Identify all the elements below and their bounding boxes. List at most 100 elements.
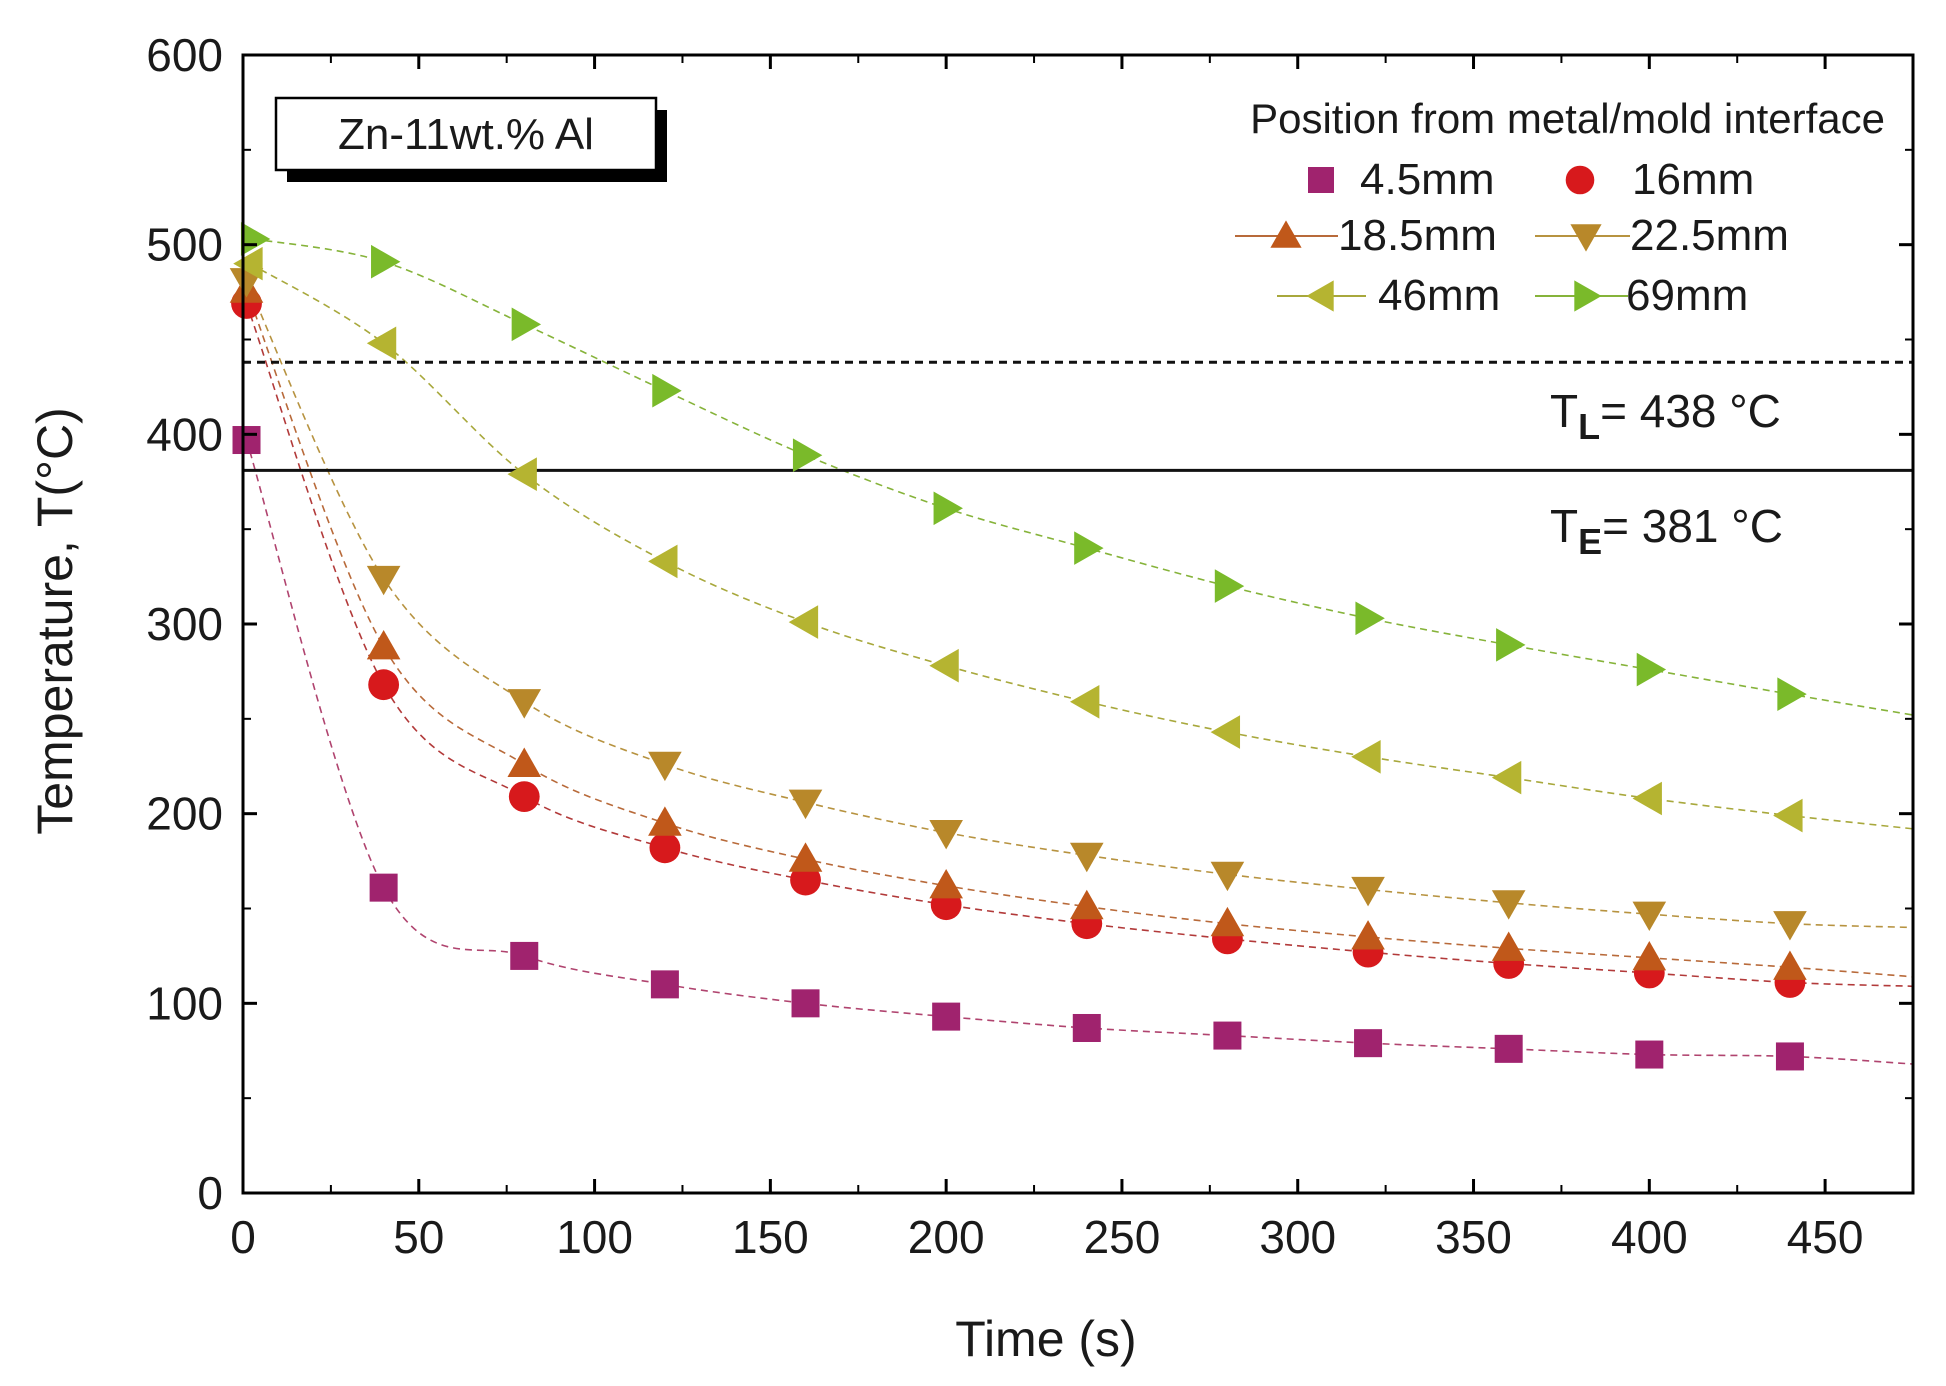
fit-curve-22.5mm bbox=[245, 280, 1914, 929]
legend-items: 4.5mm 16mm 18.5mm 22.5mm 46mm 69mm bbox=[1235, 155, 1789, 320]
point-18.5mm-9 bbox=[1491, 931, 1526, 961]
point-18.5mm-5 bbox=[929, 868, 963, 899]
point-18.5mm-4 bbox=[788, 842, 823, 872]
point-16mm-3 bbox=[649, 832, 681, 864]
legend-label-18.5mm: 18.5mm bbox=[1338, 211, 1497, 260]
point-18.5mm-1 bbox=[366, 629, 401, 660]
x-tick-label-0: 0 bbox=[230, 1211, 256, 1263]
point-16mm-1 bbox=[368, 669, 400, 701]
point-69mm-5 bbox=[933, 491, 963, 526]
point-4.5mm-4 bbox=[791, 989, 820, 1018]
point-4.5mm-11 bbox=[1775, 1042, 1804, 1071]
point-69mm-9 bbox=[1496, 628, 1526, 662]
axes: 0 50 100 150 200 250 300 350 400 450 0 100 200 300 400… bbox=[146, 29, 1915, 1263]
point-46mm-3 bbox=[648, 544, 678, 579]
y-tick-label-600: 600 bbox=[146, 29, 223, 81]
point-4.5mm-1 bbox=[369, 873, 398, 902]
y-tick-label-100: 100 bbox=[146, 977, 223, 1029]
data-markers bbox=[229, 222, 1807, 1071]
point-46mm-7 bbox=[1210, 715, 1241, 749]
legend-marker-46mm bbox=[1306, 280, 1334, 312]
point-4.5mm-5 bbox=[932, 1002, 961, 1031]
point-22.5mm-10 bbox=[1632, 901, 1667, 931]
x-tick-label-100: 100 bbox=[556, 1211, 633, 1263]
y-tick-label-500: 500 bbox=[146, 219, 223, 271]
alloy-label-frame bbox=[274, 96, 658, 172]
point-46mm-10 bbox=[1632, 781, 1662, 816]
point-46mm-4 bbox=[788, 605, 819, 639]
alloy-label: Zn-11wt.% Al bbox=[338, 110, 594, 159]
point-22.5mm-11 bbox=[1773, 911, 1807, 941]
point-4.5mm-0 bbox=[232, 426, 261, 455]
point-18.5mm-2 bbox=[507, 747, 542, 777]
x-tick-label-250: 250 bbox=[1084, 1211, 1161, 1263]
y-axis-title: Temperature, T(°C) bbox=[27, 407, 83, 835]
point-4.5mm-10 bbox=[1635, 1040, 1664, 1069]
x-tick-label-400: 400 bbox=[1611, 1211, 1688, 1263]
point-18.5mm-10 bbox=[1632, 941, 1667, 971]
point-16mm-2 bbox=[508, 781, 540, 812]
legend-label-69mm: 69mm bbox=[1626, 271, 1748, 320]
x-tick-label-200: 200 bbox=[908, 1211, 985, 1263]
x-tick-label-300: 300 bbox=[1259, 1211, 1336, 1263]
liquidus-label: TL= 438 °C bbox=[1550, 385, 1781, 447]
y-tick-label-400: 400 bbox=[146, 408, 223, 460]
point-69mm-4 bbox=[792, 438, 823, 472]
point-46mm-6 bbox=[1069, 684, 1100, 719]
legend-marker-16mm bbox=[1565, 165, 1595, 195]
point-22.5mm-5 bbox=[929, 820, 963, 850]
point-46mm-2 bbox=[507, 457, 537, 491]
x-axis-title: Time (s) bbox=[955, 1311, 1136, 1367]
point-4.5mm-8 bbox=[1354, 1029, 1383, 1058]
point-69mm-8 bbox=[1355, 601, 1385, 636]
point-22.5mm-7 bbox=[1210, 861, 1245, 892]
point-69mm-3 bbox=[652, 373, 682, 408]
legend-marker-22.5mm bbox=[1570, 224, 1602, 252]
point-4.5mm-6 bbox=[1072, 1013, 1101, 1042]
point-18.5mm-6 bbox=[1069, 889, 1104, 920]
point-4.5mm-2 bbox=[510, 941, 539, 970]
fit-curve-18.5mm bbox=[245, 289, 1914, 978]
legend-label-4.5mm: 4.5mm bbox=[1360, 155, 1494, 204]
point-18.5mm-11 bbox=[1773, 950, 1807, 980]
legend-marker-69mm bbox=[1574, 280, 1602, 312]
legend-marker-4.5mm bbox=[1308, 167, 1334, 193]
point-4.5mm-9 bbox=[1494, 1034, 1523, 1063]
point-69mm-7 bbox=[1214, 569, 1245, 603]
legend-label-22.5mm: 22.5mm bbox=[1630, 211, 1789, 260]
point-18.5mm-3 bbox=[648, 806, 682, 836]
legend-marker-18.5mm bbox=[1270, 220, 1302, 248]
legend-label-16mm: 16mm bbox=[1632, 155, 1754, 204]
point-46mm-1 bbox=[366, 326, 397, 361]
x-tick-label-50: 50 bbox=[393, 1211, 444, 1263]
point-4.5mm-3 bbox=[650, 970, 679, 999]
point-22.5mm-2 bbox=[507, 689, 542, 719]
point-18.5mm-7 bbox=[1210, 906, 1245, 937]
point-22.5mm-8 bbox=[1351, 876, 1385, 907]
point-4.5mm-7 bbox=[1213, 1021, 1242, 1050]
point-46mm-5 bbox=[929, 648, 959, 683]
point-46mm-9 bbox=[1491, 760, 1522, 795]
point-22.5mm-1 bbox=[366, 565, 401, 596]
fit-curve-16mm bbox=[245, 303, 1914, 988]
y-tick-label-200: 200 bbox=[146, 788, 223, 840]
point-69mm-2 bbox=[511, 307, 542, 342]
point-69mm-1 bbox=[371, 244, 401, 279]
point-22.5mm-3 bbox=[648, 751, 682, 782]
legend-label-46mm: 46mm bbox=[1378, 271, 1500, 320]
point-69mm-6 bbox=[1074, 531, 1104, 565]
point-16mm-4 bbox=[790, 864, 821, 896]
eutectic-label: TE= 381 °C bbox=[1550, 500, 1783, 562]
point-18.5mm-8 bbox=[1351, 920, 1385, 950]
point-69mm-0 bbox=[240, 222, 271, 256]
x-tick-label-150: 150 bbox=[732, 1211, 809, 1263]
fit-curve-4.5mm bbox=[245, 439, 1914, 1065]
point-46mm-11 bbox=[1773, 798, 1803, 833]
point-46mm-0 bbox=[233, 246, 263, 281]
x-tick-label-350: 350 bbox=[1435, 1211, 1512, 1263]
legend: Position from metal/mold interface 4.5mm… bbox=[1235, 95, 1885, 320]
point-22.5mm-6 bbox=[1069, 842, 1104, 873]
y-tick-label-0: 0 bbox=[197, 1167, 223, 1219]
point-22.5mm-4 bbox=[788, 789, 823, 820]
